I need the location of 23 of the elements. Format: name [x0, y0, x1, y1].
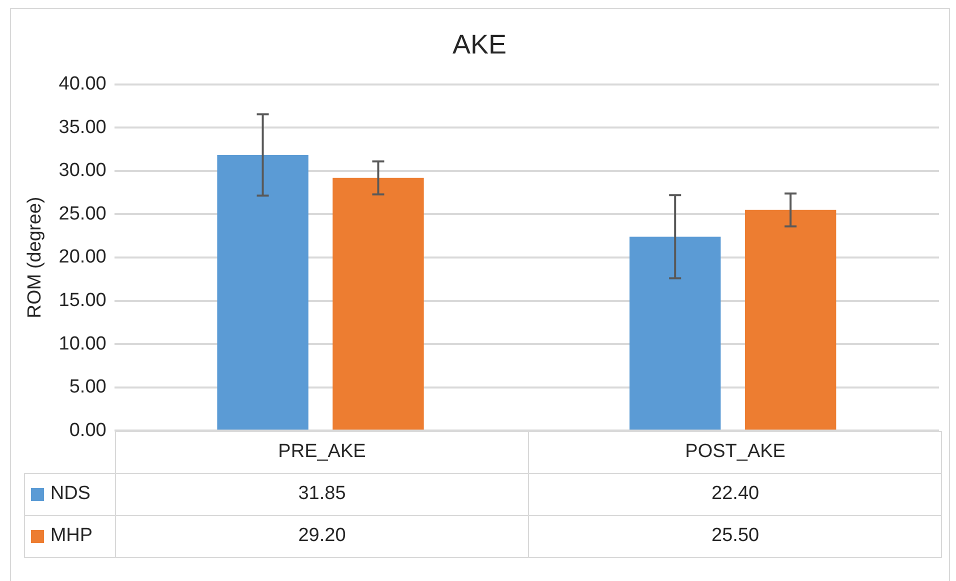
data-label: 31.85 [115, 473, 529, 516]
y-tick-label: 40.00 [58, 74, 106, 95]
y-tick-label: 30.00 [58, 160, 106, 182]
y-tick-label: 35.00 [58, 116, 106, 138]
y-tick-label: 0.00 [69, 420, 106, 441]
data-label: 22.40 [528, 473, 942, 516]
legend-label: MHP [24, 515, 116, 558]
bar [630, 236, 721, 430]
x-tick-label: POST_AKE [528, 431, 942, 474]
bar [332, 178, 424, 430]
x-tick-label: PRE_AKE [115, 431, 529, 474]
legend-label: NDS [24, 473, 116, 516]
bar [217, 154, 308, 430]
data-label: 25.50 [528, 515, 942, 558]
y-tick-label: 15.00 [58, 290, 106, 312]
y-tick-label: 20.00 [58, 246, 106, 268]
chart-title: AKE [452, 30, 507, 60]
data-label: 29.20 [115, 515, 529, 558]
y-tick-label: 5.00 [69, 376, 106, 398]
bar [744, 210, 836, 430]
y-tick-label: 25.00 [58, 203, 106, 224]
y-axis-title: ROM (degree) [24, 196, 46, 318]
y-tick-label: 10.00 [58, 333, 106, 354]
